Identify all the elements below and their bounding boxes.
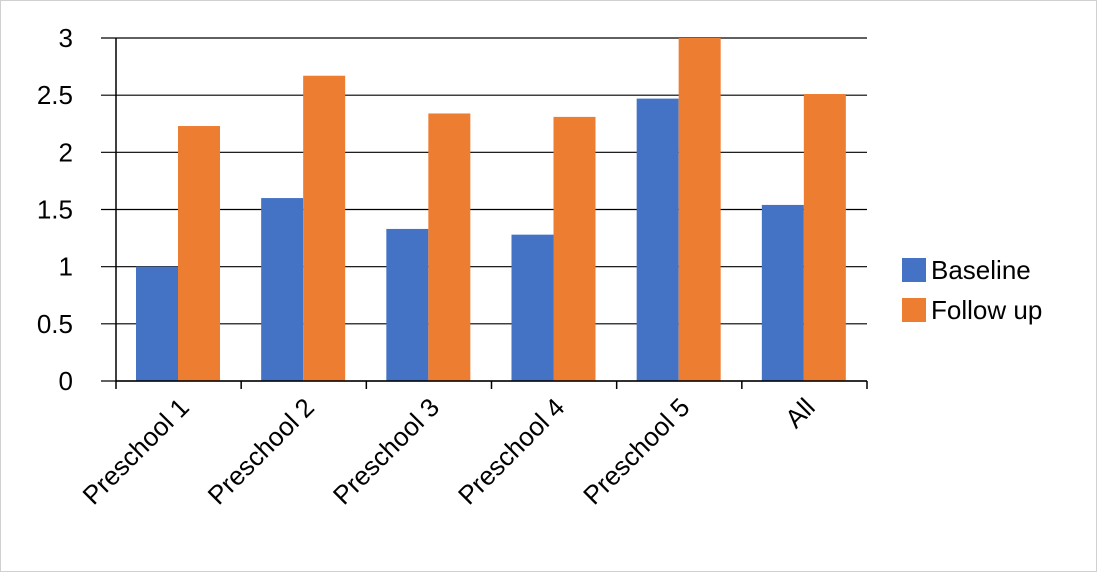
bar-baseline	[761, 204, 804, 381]
legend-label: Baseline	[931, 255, 1031, 285]
legend-swatch	[902, 298, 926, 322]
x-category-label: Preschool 2	[202, 392, 320, 510]
x-category-label: Preschool 4	[452, 392, 570, 510]
bar-baseline	[636, 98, 679, 381]
y-tick-label: 0.5	[37, 309, 73, 339]
bar-follow-up	[803, 94, 846, 382]
legend-swatch	[902, 258, 926, 282]
bar-follow-up	[678, 38, 721, 381]
legend-label: Follow up	[931, 295, 1042, 325]
y-tick-label: 0	[59, 366, 73, 396]
legend: Baseline Follow up	[902, 255, 1042, 325]
bars	[136, 38, 846, 382]
x-category-label: Preschool 3	[327, 392, 445, 510]
bar-baseline	[136, 266, 178, 381]
y-tick-label: 1.5	[37, 195, 73, 225]
y-tick-label: 2	[59, 137, 73, 167]
bar-baseline	[261, 198, 304, 381]
bar-baseline	[386, 228, 429, 381]
y-tick-labels: 0 0.5 1 1.5 2 2.5 3	[37, 23, 73, 396]
y-tick-label: 2.5	[37, 80, 73, 110]
bar-follow-up	[178, 126, 220, 381]
x-category-label: Preschool 5	[577, 392, 695, 510]
x-category-label: Preschool 1	[77, 392, 195, 510]
x-category-label: All	[779, 392, 821, 434]
bar-follow-up	[428, 113, 471, 382]
bar-baseline	[511, 234, 554, 381]
bar-follow-up	[303, 75, 346, 381]
bar-follow-up	[553, 116, 596, 381]
y-tick-label: 3	[59, 23, 73, 53]
gridlines	[101, 37, 867, 382]
x-tick-labels: Preschool 1 Preschool 2 Preschool 3 Prescho…	[77, 392, 821, 510]
y-tick-label: 1	[59, 252, 73, 282]
axes	[115, 38, 868, 389]
